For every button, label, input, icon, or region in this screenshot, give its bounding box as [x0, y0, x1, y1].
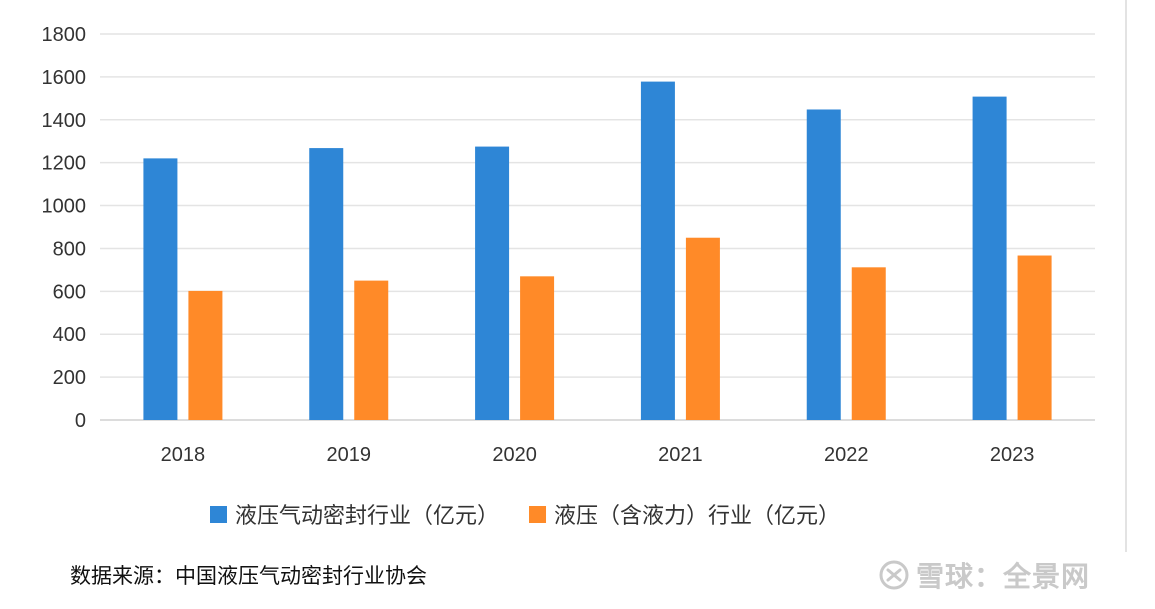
source-note: 数据来源：中国液压气动密封行业协会 [70, 564, 427, 588]
bar-seal-2023 [972, 96, 1007, 421]
bar-seal-2019 [309, 148, 344, 420]
bar-hydraulic-2020 [520, 276, 555, 420]
x-tick-label: 2018 [161, 444, 206, 466]
y-tick-label: 600 [53, 281, 86, 303]
y-tick-label: 1400 [42, 110, 87, 132]
x-tick-label: 2020 [492, 444, 537, 466]
y-tick-label: 200 [53, 367, 86, 389]
bars [143, 81, 1052, 421]
xueqiu-logo-icon [879, 560, 909, 590]
bar-hydraulic-2018 [188, 290, 223, 420]
y-tick-label: 1800 [42, 24, 87, 46]
x-tick-label: 2019 [327, 444, 372, 466]
x-tick-label: 2022 [824, 444, 869, 466]
y-tick-label: 1200 [42, 153, 87, 175]
y-axis-tick-labels: 0 200 400 600 800 1000 1200 1400 1600 1800 [42, 24, 87, 432]
right-divider [1125, 0, 1127, 552]
y-tick-label: 800 [53, 238, 86, 260]
bar-hydraulic-2021 [685, 237, 720, 420]
legend: 液压气动密封行业（亿元） 液压（含液力）行业（亿元） [210, 504, 840, 529]
bar-seal-2022 [806, 109, 841, 421]
watermark-text: 雪球：全景网 [916, 560, 1091, 593]
x-tick-label: 2023 [990, 444, 1035, 466]
legend-swatch-seal [210, 506, 227, 523]
bar-seal-2020 [475, 146, 510, 421]
y-tick-label: 1000 [42, 196, 87, 218]
gridlines [100, 33, 1095, 421]
y-tick-label: 1600 [42, 67, 87, 89]
bar-hydraulic-2019 [354, 280, 389, 420]
x-axis-tick-labels: 2018 2019 2020 2021 2022 2023 [161, 444, 1035, 466]
bar-hydraulic-2022 [851, 267, 886, 420]
legend-swatch-hydraulic [529, 506, 547, 523]
y-tick-label: 0 [75, 410, 86, 432]
legend-label-hydraulic: 液压（含液力）行业（亿元） [554, 504, 840, 529]
watermark: 雪球：全景网 [878, 553, 1090, 597]
bar-seal-2021 [640, 81, 675, 421]
x-tick-label: 2021 [658, 444, 703, 466]
legend-label-seal: 液压气动密封行业（亿元） [235, 504, 499, 529]
y-tick-label: 400 [53, 324, 86, 346]
bar-hydraulic-2023 [1017, 255, 1052, 420]
bar-seal-2018 [143, 158, 178, 420]
